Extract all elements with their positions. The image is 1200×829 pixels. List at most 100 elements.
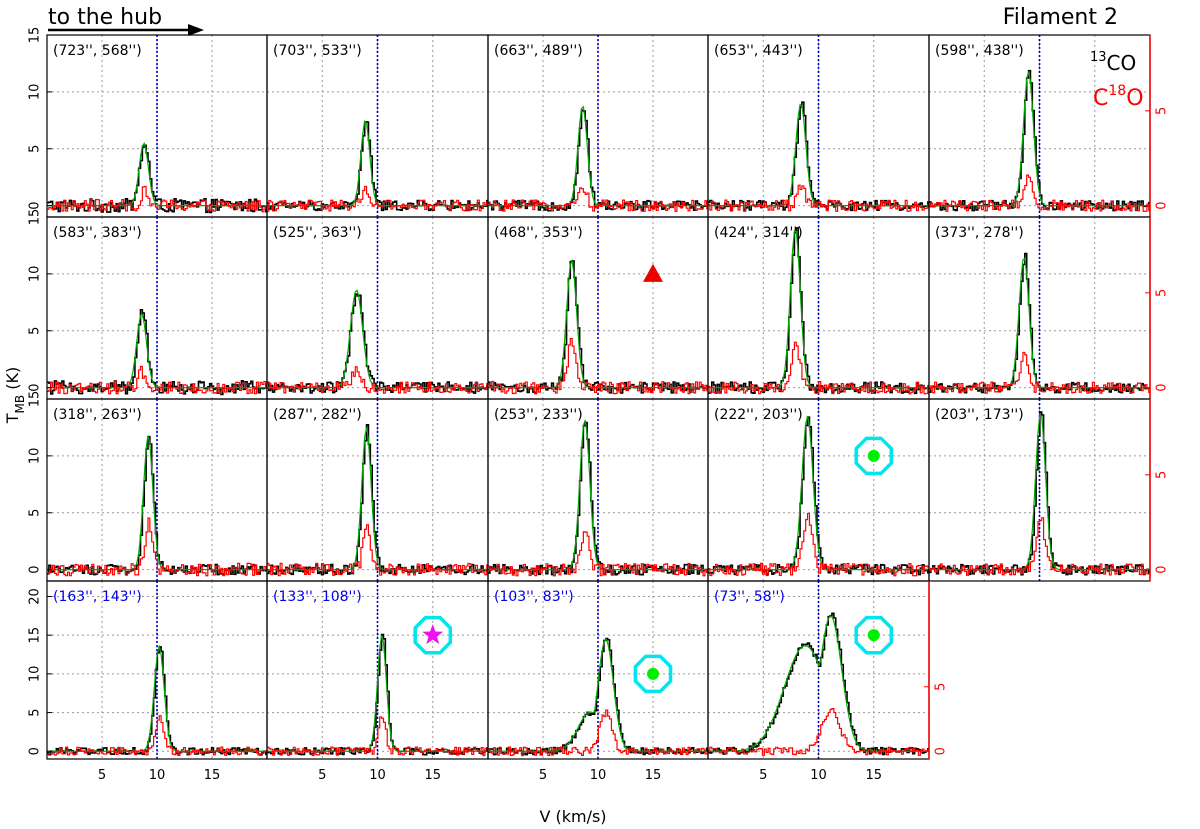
left-tick-label: 15 [28, 391, 43, 408]
c18o-spectrum [708, 512, 929, 577]
y-axis-label-main: T [3, 413, 22, 424]
x-tick-label: 10 [369, 768, 386, 783]
legend-c18o-o: O [1126, 86, 1143, 111]
y-axis-label: TMB (K) [3, 367, 27, 424]
x-tick-label: 10 [810, 768, 827, 783]
x-tick-label: 5 [98, 768, 106, 783]
spectrum-panel: (373'', 278'') 0 5 [928, 216, 1170, 400]
y-axis-label-sub: MB [13, 395, 27, 414]
legend: 13CO C18O [1090, 50, 1144, 111]
left-tick-label: 0 [28, 201, 43, 209]
right-tick-label: 0 [1155, 565, 1170, 573]
legend-c18o: C18O [1093, 83, 1144, 111]
left-tick-label: 0 [28, 747, 43, 755]
x-tick-label: 10 [590, 768, 607, 783]
c18o-spectrum [267, 524, 488, 577]
spectrum-panel: (525'', 363'') [266, 216, 489, 400]
panel-coordinate-label: (203'', 173'') [935, 407, 1024, 423]
c18o-spectrum [47, 517, 267, 577]
spectrum-panel: (424'', 314'') [707, 216, 930, 400]
left-tick-label: 5 [28, 145, 43, 153]
legend-c18o-c: C [1093, 86, 1108, 111]
left-tick-label: 20 [28, 588, 43, 605]
fit-curve [267, 119, 487, 207]
fit-curve [708, 415, 928, 571]
left-tick-label: 15 [28, 209, 43, 226]
c18o-spectrum [47, 185, 267, 213]
panel-coordinate-label: (373'', 278'') [935, 225, 1024, 241]
panel-coordinate-label: (598'', 438'') [935, 43, 1024, 59]
fit-curve [47, 141, 266, 207]
fit-curve [708, 615, 928, 752]
panel-coordinate-label: (723'', 568'') [53, 43, 142, 59]
panel-coordinate-label: (525'', 363'') [273, 225, 362, 241]
legend-13co-text: CO [1107, 51, 1137, 75]
left-tick-label: 10 [28, 666, 43, 683]
c18o-spectrum [267, 366, 488, 394]
left-tick-label: 15 [28, 627, 43, 644]
spectrum-panel: (723'', 568'') 0 5 10 15 [28, 27, 268, 218]
left-tick-label: 10 [28, 448, 43, 465]
right-tick-label: 5 [1155, 471, 1170, 479]
right-tick-label: 5 [1155, 107, 1170, 115]
left-tick-label: 10 [28, 266, 43, 283]
spectrum-panel: (253'', 233'') [487, 398, 709, 582]
left-tick-label: 10 [28, 84, 43, 101]
c18o-spectrum [929, 517, 1150, 576]
c18o-spectrum [488, 531, 708, 577]
c18o-spectrum [929, 351, 1150, 394]
spectrum-panel: (318'', 263'') 0 5 10 15 [28, 391, 268, 582]
c18o-spectrum [488, 709, 708, 757]
panel-coordinate-label: (468'', 353'') [494, 225, 583, 241]
fit-curve [267, 427, 487, 571]
to-the-hub-arrowhead [188, 24, 204, 36]
right-tick-label: 5 [1155, 289, 1170, 297]
fit-curve [929, 413, 1149, 571]
octagon-marker-icon [413, 615, 453, 655]
spectrum-panel: (163'', 143'') 0 5 10 15 20 5 10 15 [28, 580, 268, 783]
fit-curve [488, 105, 707, 207]
green-dot-icon [867, 449, 880, 462]
filament-title: Filament 2 [1003, 5, 1118, 30]
panel-coordinate-label: (318'', 263'') [53, 407, 142, 423]
panel-coordinate-label: (253'', 233'') [494, 407, 583, 423]
panel-coordinate-label: (163'', 143'') [53, 589, 142, 605]
right-tick-label: 0 [934, 747, 949, 755]
co13-spectrum [929, 69, 1150, 212]
fit-curve [708, 103, 928, 207]
x-tick-label: 5 [318, 768, 326, 783]
left-tick-label: 5 [28, 509, 43, 517]
spectrum-panel: (287'', 282'') [266, 398, 489, 582]
spectrum-panel: (203'', 173'') 0 5 [928, 398, 1170, 582]
left-tick-label: 15 [28, 27, 43, 44]
right-tick-label: 0 [1155, 201, 1170, 209]
x-axis-label: V (km/s) [539, 807, 606, 826]
c18o-spectrum [47, 365, 267, 395]
spectrum-panel: (222'', 203'') [707, 398, 930, 582]
fit-curve [708, 230, 928, 389]
spectrum-panel: (653'', 443'') [707, 34, 930, 218]
spectrum-panel: (103'', 83'') 5 10 15 [487, 580, 709, 783]
c18o-spectrum [708, 341, 929, 395]
right-tick-label: 0 [1155, 383, 1170, 391]
panel-coordinate-label: (287'', 282'') [273, 407, 362, 423]
spectrum-panel: (598'', 438'') 0 5 [928, 34, 1170, 218]
panel-coordinate-label: (703'', 533'') [273, 43, 362, 59]
fit-curve [488, 259, 707, 389]
left-tick-label: 0 [28, 383, 43, 391]
spectrum-panel: (663'', 489'') [487, 34, 709, 218]
x-tick-label: 15 [424, 768, 441, 783]
octagon-marker-icon [633, 654, 673, 694]
to-the-hub-label: to the hub [48, 5, 162, 30]
x-tick-label: 15 [865, 768, 882, 783]
panel-coordinate-label: (222'', 203'') [714, 407, 803, 423]
fit-curve [47, 644, 266, 752]
panel-coordinate-label: (103'', 83'') [494, 589, 574, 605]
c18o-spectrum [708, 708, 929, 756]
c18o-spectrum [929, 174, 1150, 212]
c18o-spectrum [267, 716, 488, 757]
panel-coordinate-label: (583'', 383'') [53, 225, 142, 241]
panel-coordinate-label: (653'', 443'') [714, 43, 803, 59]
c18o-spectrum [708, 184, 929, 212]
